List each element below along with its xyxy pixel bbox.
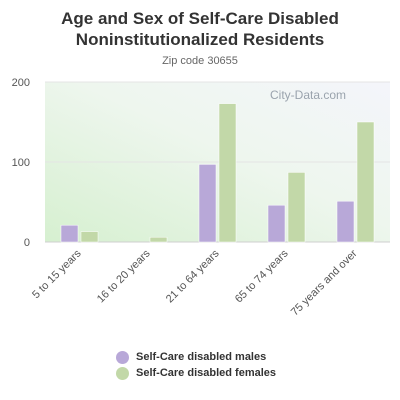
y-tick-label: 100 <box>12 157 30 169</box>
x-tick-label: 5 to 15 years <box>30 247 84 301</box>
chart-title: Age and Sex of Self-Care Disabled Nonins… <box>0 8 400 50</box>
legend-item-males: Self-Care disabled males <box>116 349 276 365</box>
legend-item-females: Self-Care disabled females <box>116 365 276 381</box>
y-tick-label: 200 <box>12 77 30 89</box>
bar-females <box>149 236 168 243</box>
bars <box>60 103 375 243</box>
chart-subtitle: Zip code 30655 <box>162 55 238 67</box>
grid-lines <box>45 81 390 243</box>
legend-swatch-females <box>116 366 129 380</box>
bar-chart: City-Data.com 0 100 200 5 to 15 years 16 to … <box>12 77 390 318</box>
y-tick-label: 0 <box>24 237 30 249</box>
legend-label-males: Self-Care disabled males <box>136 351 267 363</box>
x-tick-label: 75 years and over <box>289 247 360 318</box>
x-tick-label: 21 to 64 years <box>164 247 222 305</box>
watermark-text: City-Data.com <box>270 88 346 102</box>
bar-males <box>267 204 286 243</box>
bar-males <box>336 200 355 243</box>
bar-males <box>60 224 79 243</box>
chart-title-line-1: Age and Sex of Self-Care Disabled <box>61 9 339 28</box>
x-tick-label: 65 to 74 years <box>233 247 291 305</box>
legend: Self-Care disabled males Self-Care disab… <box>116 349 276 381</box>
legend-swatch-males <box>116 350 129 364</box>
bar-females <box>356 121 375 243</box>
bar-males <box>198 164 217 243</box>
chart-title-line-2: Noninstitutionalized Residents <box>75 30 325 49</box>
legend-label-females: Self-Care disabled females <box>136 367 277 379</box>
bar-females <box>80 231 99 243</box>
bar-females <box>218 103 237 243</box>
x-tick-label: 16 to 20 years <box>95 247 153 305</box>
bar-females <box>287 172 306 243</box>
